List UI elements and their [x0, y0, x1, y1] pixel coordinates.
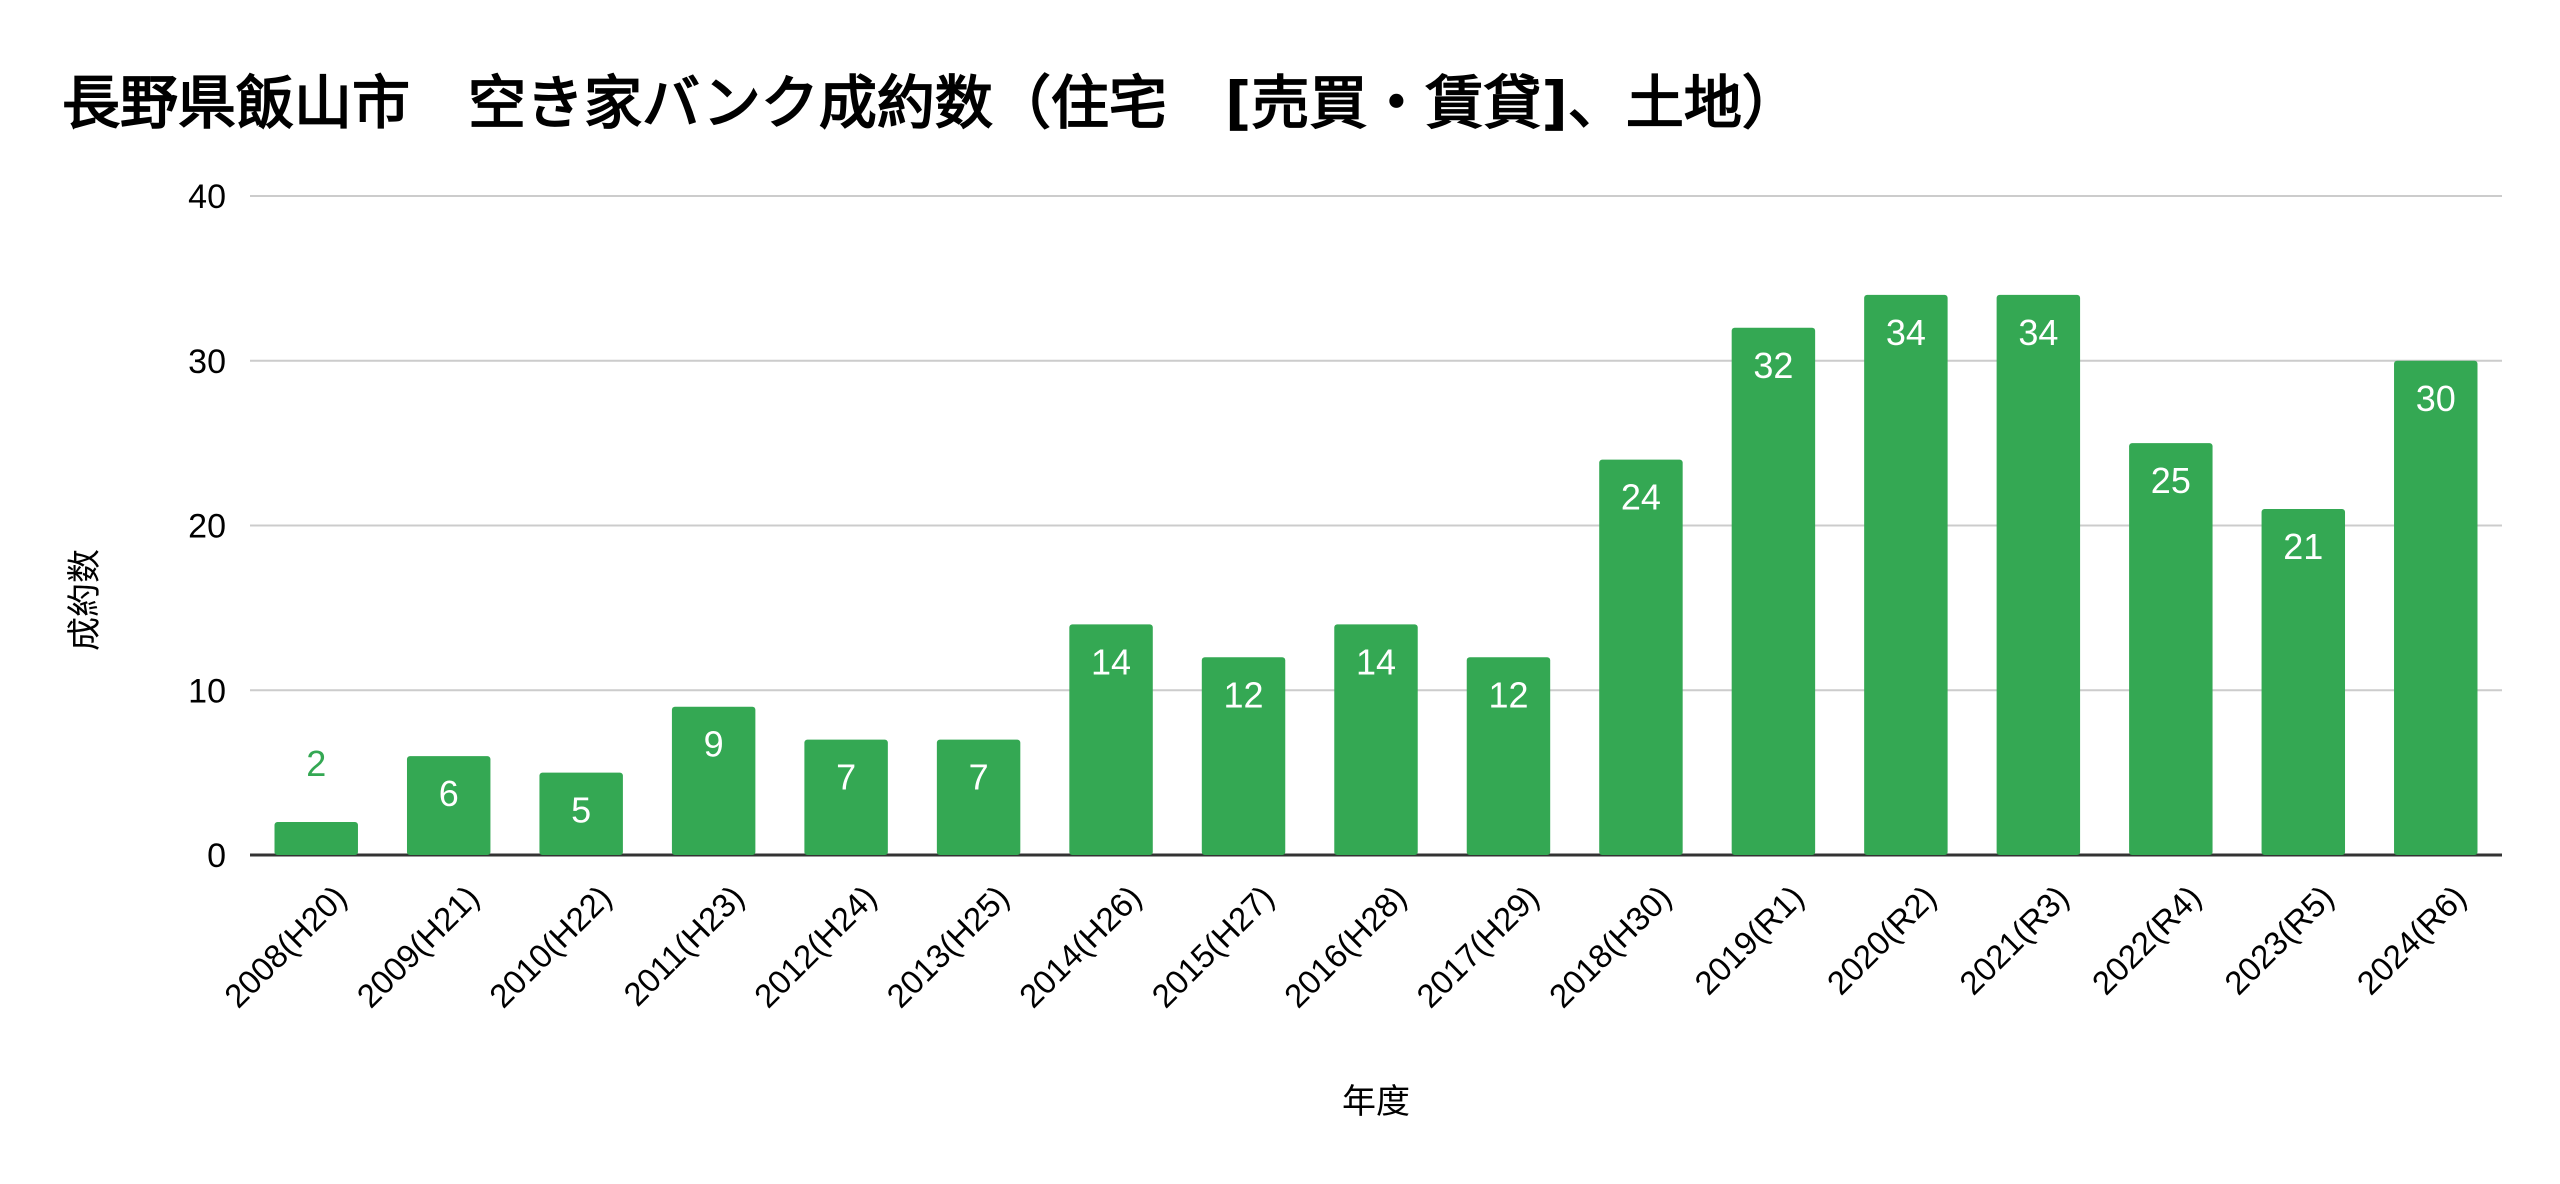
x-tick-label: 2020(R2) [1820, 878, 1943, 1001]
data-label: 34 [2018, 312, 2058, 353]
bar [406, 756, 491, 855]
chart-title: 長野県飯山市 空き家バンク成約数（住宅 [売買・賃貸]、土地） [62, 69, 1800, 137]
data-label: 7 [969, 757, 989, 798]
data-label: 24 [1621, 477, 1661, 518]
data-label: 21 [2283, 526, 2323, 567]
data-labels: 2 6 5 9 7 7 14 12 14 12 24 32 34 34 25 21 30 [306, 312, 2456, 831]
data-label: 7 [836, 757, 856, 798]
x-tick-label: 2023(R5) [2217, 878, 2340, 1001]
y-axis-ticks: 0 10 20 30 40 [188, 178, 226, 875]
data-label: 12 [1488, 674, 1528, 715]
bar [1069, 624, 1153, 855]
y-tick-label: 10 [188, 672, 226, 710]
bar [1731, 327, 1816, 855]
bar [1599, 459, 1683, 855]
y-tick-label: 0 [207, 837, 226, 875]
y-tick-label: 20 [188, 508, 226, 546]
x-tick-label: 2011(H23) [616, 878, 751, 1013]
bar [1201, 657, 1286, 855]
bar [1466, 657, 1551, 855]
x-tick-label: 2013(H25) [879, 878, 1015, 1014]
data-label: 14 [1091, 641, 1131, 682]
y-tick-label: 30 [188, 343, 226, 381]
y-tick-label: 40 [188, 178, 226, 216]
x-tick-label: 2016(H28) [1277, 878, 1413, 1014]
data-label: 5 [571, 790, 591, 831]
bar [274, 822, 358, 855]
x-axis-ticks: 2008(H20)2009(H21)2010(H22)2011(H23)2012… [217, 878, 2473, 1014]
data-label: 25 [2151, 460, 2191, 501]
data-label: 14 [1356, 641, 1396, 682]
data-label: 12 [1224, 674, 1264, 715]
bar [539, 772, 623, 855]
bar [1864, 294, 1948, 856]
bar [1996, 294, 2081, 856]
x-tick-label: 2017(H29) [1409, 878, 1545, 1014]
data-label: 6 [439, 773, 459, 814]
data-label: 34 [1886, 312, 1926, 353]
bar [671, 706, 756, 855]
x-tick-label: 2015(H27) [1144, 878, 1280, 1014]
bar [804, 739, 888, 855]
bar [1334, 624, 1418, 855]
data-label: 32 [1753, 345, 1793, 386]
x-tick-label: 2008(H20) [217, 878, 353, 1014]
x-tick-label: 2024(R6) [2350, 878, 2473, 1001]
x-tick-label: 2009(H21) [350, 878, 486, 1014]
data-label: 30 [2416, 378, 2456, 419]
x-tick-label: 2018(H30) [1542, 878, 1678, 1014]
bar [936, 739, 1021, 855]
x-tick-label: 2021(R3) [1952, 878, 2075, 1001]
x-tick-label: 2019(R1) [1687, 878, 1810, 1001]
data-label: 9 [704, 724, 724, 765]
x-tick-label: 2010(H22) [482, 878, 618, 1014]
x-axis-title: 年度 [1342, 1082, 1410, 1122]
bar [2261, 509, 2346, 855]
gridlines [250, 195, 2502, 857]
x-tick-label: 2012(H24) [747, 878, 883, 1014]
bars [274, 294, 2478, 856]
x-tick-label: 2014(H26) [1012, 878, 1148, 1014]
data-label: 2 [306, 743, 326, 784]
bar [2394, 360, 2478, 855]
x-tick-label: 2022(R4) [2085, 878, 2208, 1001]
bar [2129, 443, 2213, 855]
y-axis-title: 成約数 [65, 549, 105, 651]
